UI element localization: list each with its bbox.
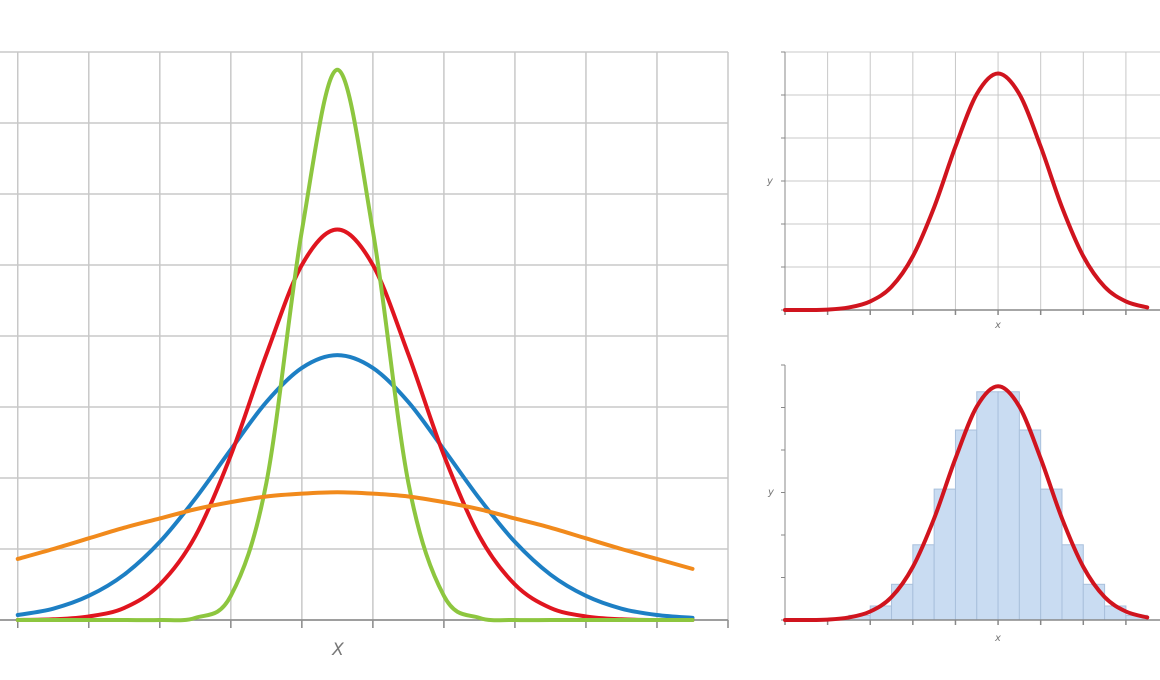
y-axis-label: y	[767, 487, 775, 498]
y-axis-label: y	[766, 176, 774, 187]
curve	[15, 353, 695, 620]
histogram-bar	[954, 429, 978, 621]
x-axis-label: x	[994, 320, 1001, 331]
x-axis-label: x	[994, 633, 1001, 644]
histogram-bar	[1018, 429, 1042, 621]
histogram-bar	[891, 583, 914, 621]
histogram-bar	[1061, 544, 1084, 621]
curve	[15, 67, 695, 623]
curve	[15, 227, 695, 623]
curve	[783, 71, 1150, 313]
curve	[15, 490, 695, 571]
histogram-bar	[976, 391, 999, 621]
histogram-bar	[912, 544, 935, 621]
curve	[783, 384, 1150, 623]
histogram-bar	[997, 391, 1020, 621]
histogram-bar	[1082, 583, 1106, 621]
x-axis-label: X	[331, 640, 344, 660]
